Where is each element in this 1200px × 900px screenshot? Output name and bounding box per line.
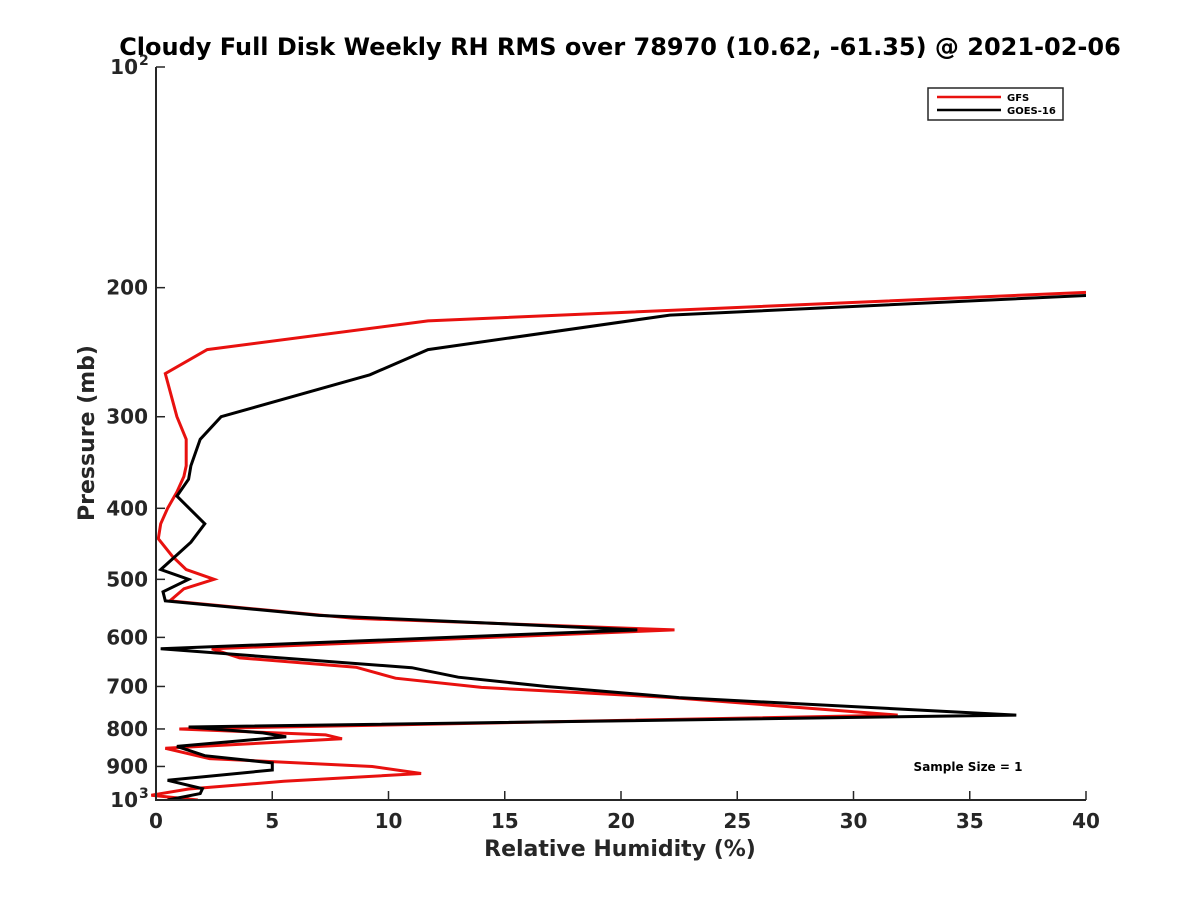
x-axis-label: Relative Humidity (%): [484, 837, 756, 862]
y-tick-label: 900: [106, 754, 148, 778]
x-tick-label: 5: [265, 809, 279, 833]
y-axis-label: Pressure (mb): [75, 345, 100, 521]
x-tick-label: 15: [491, 809, 519, 833]
y-tick-label: 10: [110, 55, 138, 79]
x-tick-label: 40: [1072, 809, 1100, 833]
y-tick-label: 800: [106, 717, 148, 741]
x-tick-label: 25: [723, 809, 751, 833]
axes-layer: [155, 67, 1086, 801]
y-tick-label: 500: [106, 567, 148, 591]
x-tick-label: 35: [956, 809, 984, 833]
y-tick-exponent: 2: [139, 53, 149, 69]
y-tick-label: 400: [106, 496, 148, 520]
chart-title: Cloudy Full Disk Weekly RH RMS over 7897…: [119, 33, 1121, 61]
x-tick-label: 30: [840, 809, 868, 833]
y-tick-label: 200: [106, 276, 148, 300]
sample-size-annotation: Sample Size = 1: [914, 760, 1023, 774]
y-tick-label: 600: [106, 625, 148, 649]
x-tick-label: 10: [375, 809, 403, 833]
y-tick-label: 700: [106, 674, 148, 698]
y-tick-label: 300: [106, 405, 148, 429]
legend-box: [927, 87, 1064, 121]
y-tick-label: 10: [110, 788, 138, 812]
x-tick-label: 0: [149, 809, 163, 833]
y-tick-exponent: 3: [139, 786, 149, 802]
legend-label-goes16: GOES-16: [1007, 106, 1056, 117]
legend: GFS GOES-16: [927, 87, 1064, 121]
series-line-goes16: [157, 294, 1086, 800]
series-layer: [151, 290, 1086, 800]
x-tick-label: 20: [607, 809, 635, 833]
legend-label-gfs: GFS: [1007, 93, 1029, 104]
series-line-gfs: [151, 290, 1086, 800]
